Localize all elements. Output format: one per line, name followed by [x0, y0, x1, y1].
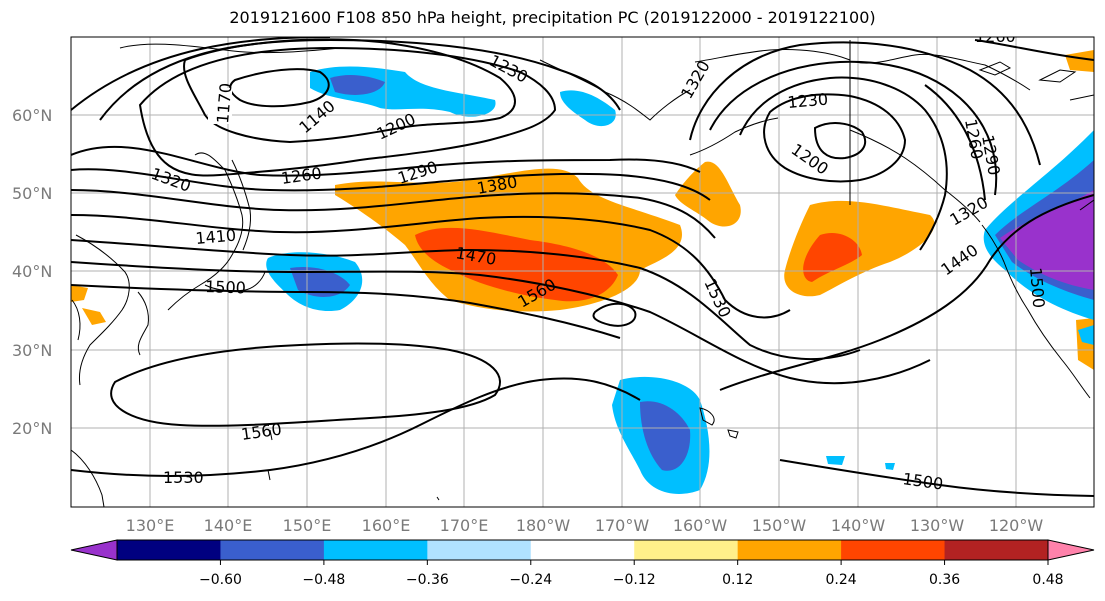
- latitude-labels: 60°N 50°N 40°N 30°N 20°N: [12, 106, 52, 438]
- contour-label: 1410: [195, 226, 237, 248]
- colorbar-right-extension: [1047, 539, 1095, 561]
- lat-label: 60°N: [12, 106, 52, 125]
- colorbar-tick-label: −0.48: [302, 572, 345, 588]
- lon-label: 120°W: [989, 516, 1044, 535]
- colorbar-tick-label: 0.36: [929, 572, 960, 588]
- colorbar-cell: [427, 540, 532, 560]
- colorbar-cell: [841, 540, 946, 560]
- lon-label: 170°W: [595, 516, 650, 535]
- lon-label: 150°W: [752, 516, 807, 535]
- contour-label: 1500: [1026, 267, 1048, 309]
- colorbar-tick-label: 0.24: [826, 572, 857, 588]
- lon-label: 160°W: [673, 516, 728, 535]
- longitude-labels: 130°E 140°E 150°E 160°E 170°E 180°W 170°…: [126, 516, 1044, 535]
- map-frame: [70, 36, 1095, 508]
- colorbar-cell: [220, 540, 325, 560]
- contour-label: 1530: [163, 468, 204, 487]
- colorbar-tick-label: −0.60: [199, 572, 242, 588]
- lat-label: 40°N: [12, 262, 52, 281]
- contour-label: 1260: [975, 27, 1016, 46]
- contour-label: 1230: [787, 90, 829, 112]
- lon-label: 130°W: [910, 516, 965, 535]
- colorbar-cell: [737, 540, 842, 560]
- lon-label: 140°E: [204, 516, 253, 535]
- strong-negative-region-coast: [1000, 190, 1094, 290]
- precipitation-shading: [71, 50, 1094, 494]
- colorbar-cell: [117, 540, 221, 560]
- colorbar-cell: [634, 540, 739, 560]
- colorbar-cell: [530, 540, 635, 560]
- colorbar-cell: [944, 540, 1049, 560]
- colorbar-ticks: −0.60 −0.48 −0.36 −0.24 −0.12 0.12 0.24 0.36 0.4…: [199, 560, 1064, 588]
- contour-label: 1170: [213, 82, 235, 124]
- colorbar-cell: [323, 540, 428, 560]
- positive-core-region: [415, 227, 618, 302]
- colorbar-frame: [116, 539, 1049, 561]
- colorbar: −0.60 −0.48 −0.36 −0.24 −0.12 0.12 0.24 0.36 0.4…: [70, 539, 1095, 588]
- positive-anomaly-region-east: [675, 161, 741, 227]
- colorbar-tick-label: −0.24: [509, 572, 552, 588]
- lon-label: 180°W: [516, 516, 571, 535]
- colorbar-tick-label: 0.12: [722, 572, 753, 588]
- lat-label: 50°N: [12, 184, 52, 203]
- lon-label: 160°E: [362, 516, 411, 535]
- lon-label: 170°E: [440, 516, 489, 535]
- colorbar-left-extension: [70, 539, 118, 561]
- lon-label: 140°W: [831, 516, 886, 535]
- height-contours: [71, 37, 1094, 497]
- contour-label: 1500: [205, 277, 246, 297]
- colorbar-tick-label: −0.12: [613, 572, 656, 588]
- colorbar-cells: [117, 540, 1049, 560]
- lat-label: 20°N: [12, 419, 52, 438]
- colorbar-tick-label: 0.48: [1032, 572, 1063, 588]
- map-title: 2019121600 F108 850 hPa height, precipit…: [229, 8, 876, 27]
- lat-label: 30°N: [12, 341, 52, 360]
- lon-label: 150°E: [283, 516, 332, 535]
- colorbar-tick-label: −0.36: [406, 572, 449, 588]
- positive-core-region-gulf: [803, 232, 862, 282]
- lon-label: 130°E: [126, 516, 175, 535]
